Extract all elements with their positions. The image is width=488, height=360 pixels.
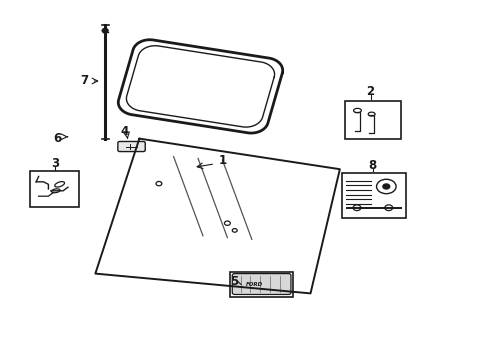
Circle shape <box>102 28 108 33</box>
Bar <box>342 173 405 218</box>
Text: FORD: FORD <box>245 282 262 287</box>
Text: 2: 2 <box>366 85 374 98</box>
Text: 4: 4 <box>121 125 128 138</box>
Text: 7: 7 <box>80 75 88 87</box>
Text: 5: 5 <box>229 275 237 288</box>
Text: 6: 6 <box>54 132 61 145</box>
FancyBboxPatch shape <box>118 141 145 152</box>
Bar <box>30 171 79 207</box>
FancyBboxPatch shape <box>232 274 290 294</box>
Text: 1: 1 <box>218 154 226 167</box>
Text: 8: 8 <box>368 159 376 172</box>
Bar <box>344 101 400 139</box>
Circle shape <box>382 184 389 189</box>
Bar <box>229 272 293 297</box>
Text: 3: 3 <box>51 157 59 170</box>
